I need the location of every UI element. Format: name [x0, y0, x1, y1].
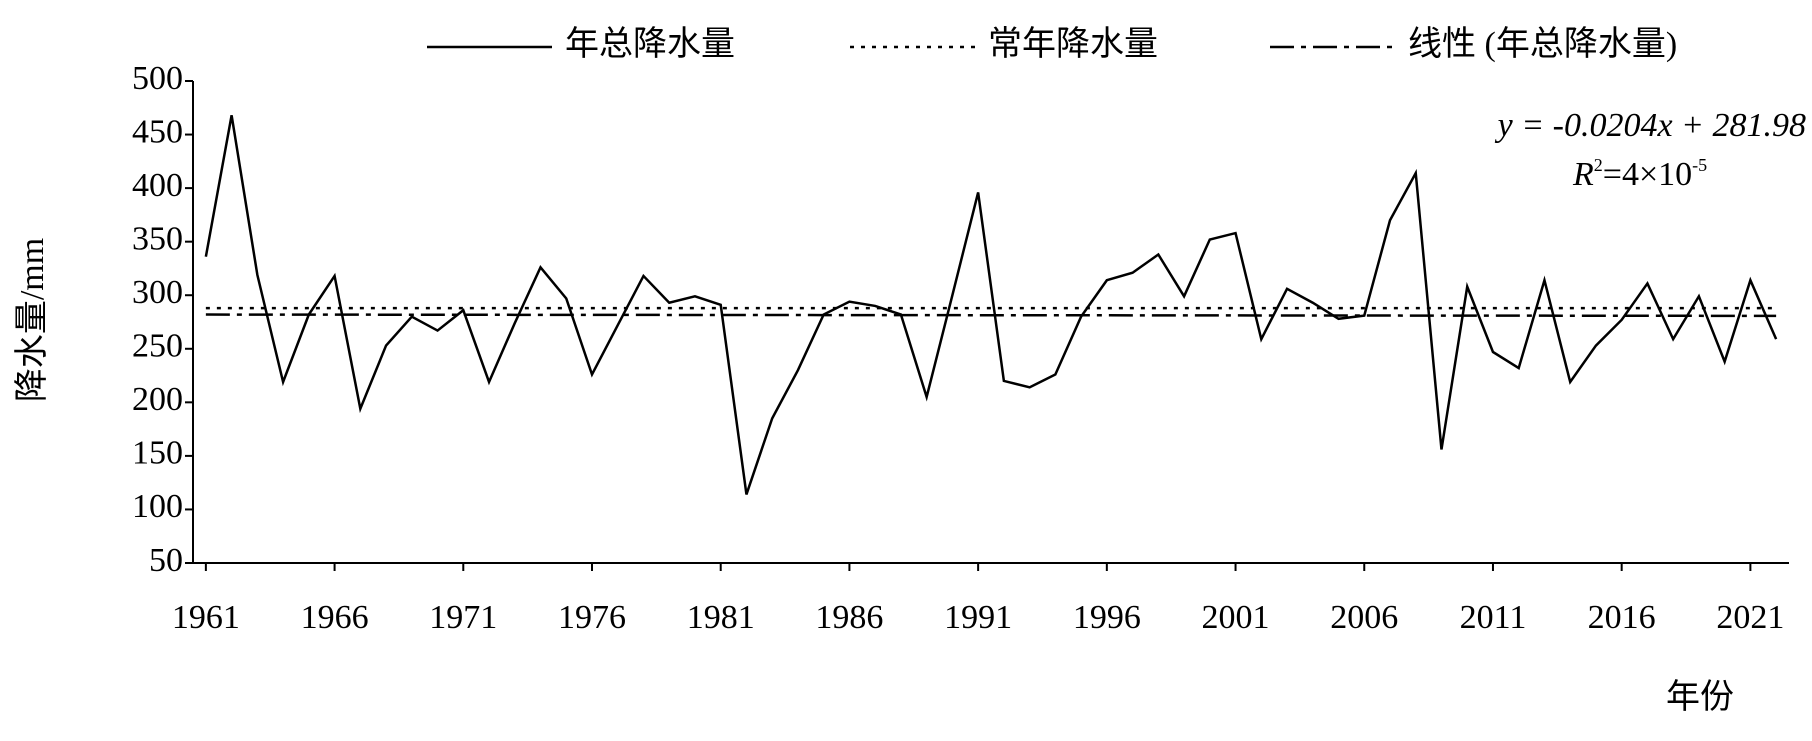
x-tick-label: 1966 — [301, 599, 369, 636]
x-tick-label: 1971 — [429, 599, 497, 636]
series-line — [205, 313, 1777, 318]
x-tick-label: 2021 — [1716, 599, 1784, 636]
x-tick-label: 1976 — [558, 599, 626, 636]
x-tick-label: 1996 — [1073, 599, 1141, 636]
y-axis-label: 降水量/mm — [13, 238, 51, 402]
x-tick-label: 2011 — [1460, 599, 1527, 636]
y-tick-label: 400 — [132, 167, 183, 204]
x-axis-label: 年份 — [1666, 678, 1734, 716]
x-tick-label: 2001 — [1202, 599, 1270, 636]
r2-body: =4×10 — [1603, 156, 1692, 193]
r2-sup: 2 — [1594, 155, 1603, 175]
y-tick-label: 250 — [132, 328, 183, 365]
y-tick-label: 300 — [132, 274, 183, 311]
x-tick-label: 1981 — [687, 599, 755, 636]
x-tick-label: 1986 — [815, 599, 883, 636]
r2-exp: -5 — [1692, 155, 1707, 175]
y-tick-label: 100 — [132, 488, 183, 525]
r-squared: R2=4×10-5 — [1572, 155, 1707, 193]
y-tick-label: 200 — [132, 381, 183, 418]
y-tick-label: 50 — [149, 542, 183, 579]
series-line — [204, 115, 1778, 495]
legend-label: 年总降水量 — [565, 25, 735, 63]
equation: y = -0.0204x + 281.98 — [1495, 107, 1806, 144]
legend-label: 线性 (年总降水量) — [1408, 25, 1677, 63]
y-tick-label: 350 — [132, 220, 183, 257]
x-tick-label: 2006 — [1330, 599, 1398, 636]
r2-r: R — [1572, 156, 1594, 193]
y-tick-label: 450 — [132, 113, 183, 150]
x-tick-label: 2016 — [1588, 599, 1656, 636]
x-tick-label: 1961 — [172, 599, 240, 636]
legend-label: 常年降水量 — [988, 25, 1158, 63]
y-tick-label: 150 — [132, 435, 183, 472]
y-tick-label: 500 — [132, 60, 183, 97]
x-tick-label: 1991 — [944, 599, 1012, 636]
